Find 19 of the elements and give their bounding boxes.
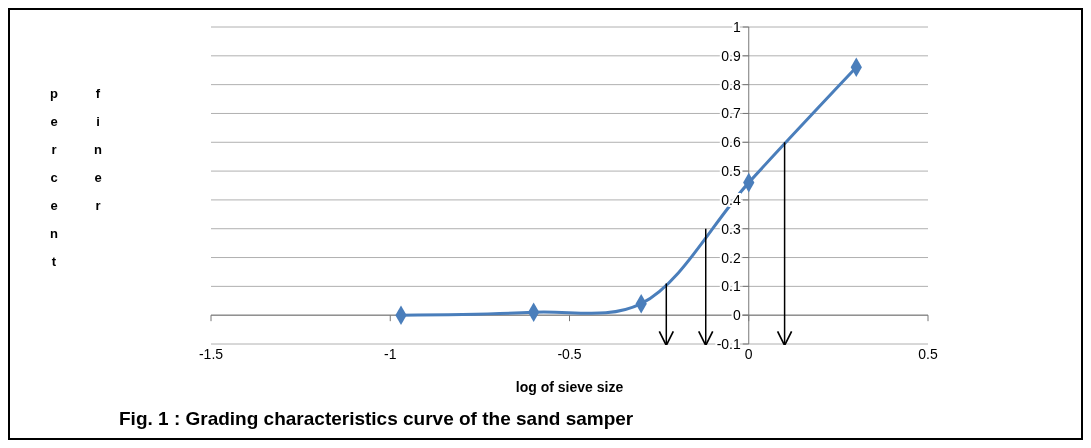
x-tick-label: -1: [384, 346, 397, 362]
x-tick-label: 0.5: [918, 346, 938, 362]
text: Fig. 1 : Grading characteristics curve of the sand samper: [119, 408, 634, 429]
y-tick-label: -0.1: [716, 336, 741, 352]
y-tick-label: 0.3: [721, 220, 741, 237]
y-tick-label: 0: [732, 307, 741, 324]
y-tick-label: 0.9: [721, 47, 741, 64]
x-tick-label: 0: [744, 346, 753, 362]
y-tick-label: 1: [732, 19, 741, 35]
y-tick-label: 0.8: [721, 76, 741, 93]
y-tick-label: 0.2: [721, 249, 741, 266]
x-axis-title: log of sieve size: [515, 379, 624, 395]
y-tick-label: 0.5: [721, 163, 741, 180]
y-tick-label: 0.1: [721, 278, 741, 295]
y-tick-label: 0.7: [721, 105, 741, 122]
y-tick-label: 0.6: [721, 134, 741, 151]
x-tick-label: -1.5: [198, 346, 224, 362]
x-tick-label: -0.5: [557, 346, 582, 362]
text: percent finer: [46, 86, 106, 282]
